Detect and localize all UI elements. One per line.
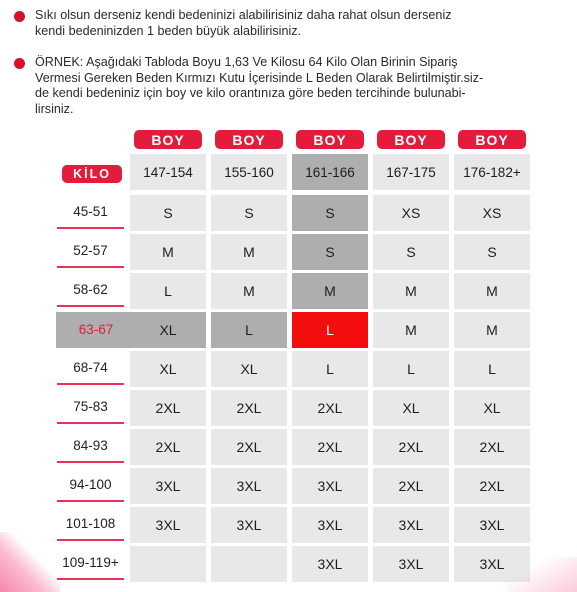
bullet-icon xyxy=(14,58,25,69)
note-2: ÖRNEK: Aşağıdaki Tabloda Boyu 1,63 Ve Ki… xyxy=(14,55,559,117)
height-range-header: 161-166 xyxy=(292,154,368,190)
size-cell: M xyxy=(130,234,206,270)
size-cell: M xyxy=(454,273,530,309)
size-cell: 3XL xyxy=(454,507,530,543)
size-cell xyxy=(211,546,287,582)
boy-label: BOY xyxy=(458,130,526,149)
height-range-header: 155-160 xyxy=(211,154,287,190)
weight-range-label: 94-100 xyxy=(57,468,124,502)
size-cell: M xyxy=(211,273,287,309)
decorative-corner-right xyxy=(507,557,577,592)
size-cell: L xyxy=(454,351,530,387)
size-cell: M xyxy=(454,312,530,348)
size-cell xyxy=(130,546,206,582)
size-cell: 2XL xyxy=(454,468,530,504)
bullet-icon xyxy=(14,11,25,22)
height-range-header: 167-175 xyxy=(373,154,449,190)
boy-label: BOY xyxy=(377,130,445,149)
size-cell: 3XL xyxy=(130,468,206,504)
decorative-corner-left xyxy=(0,532,60,592)
size-cell: 2XL xyxy=(292,390,368,426)
weight-range-label: 84-93 xyxy=(57,429,124,463)
size-cell: XL xyxy=(130,312,206,348)
size-cell: L xyxy=(292,351,368,387)
size-cell: XL xyxy=(373,390,449,426)
weight-range-label: 75-83 xyxy=(57,390,124,424)
size-cell: 2XL xyxy=(454,429,530,465)
size-cell: S xyxy=(211,195,287,231)
size-cell: 3XL xyxy=(373,507,449,543)
size-cell: 3XL xyxy=(211,468,287,504)
size-cell: 3XL xyxy=(373,546,449,582)
height-range-header: 147-154 xyxy=(130,154,206,190)
size-cell: S xyxy=(373,234,449,270)
note-1: Sıkı olsun derseniz kendi bedeninizi ala… xyxy=(14,8,559,39)
size-cell: L xyxy=(130,273,206,309)
weight-range-label: 45-51 xyxy=(57,195,124,229)
size-cell: 3XL xyxy=(292,468,368,504)
size-cell: XL xyxy=(454,390,530,426)
weight-range-label: 63-67 xyxy=(56,312,136,348)
size-cell: 3XL xyxy=(130,507,206,543)
boy-label: BOY xyxy=(296,130,364,149)
size-cell: M xyxy=(373,312,449,348)
size-cell: 2XL xyxy=(130,390,206,426)
height-range-header: 176-182+ xyxy=(454,154,530,190)
size-cell: L xyxy=(211,312,287,348)
note-2-text: ÖRNEK: Aşağıdaki Tabloda Boyu 1,63 Ve Ki… xyxy=(35,55,484,116)
weight-range-label: 52-57 xyxy=(57,234,124,268)
note-1-text: Sıkı olsun derseniz kendi bedeninizi ala… xyxy=(35,8,452,38)
size-cell: S xyxy=(292,234,368,270)
size-cell: M xyxy=(373,273,449,309)
weight-range-label: 101-108 xyxy=(57,507,124,541)
size-cell: S xyxy=(292,195,368,231)
boy-label: BOY xyxy=(134,130,202,149)
size-cell: 3XL xyxy=(211,507,287,543)
size-cell: L xyxy=(373,351,449,387)
boy-label: BOY xyxy=(215,130,283,149)
weight-range-label: 58-62 xyxy=(57,273,124,307)
size-cell: M xyxy=(211,234,287,270)
weight-range-label: 68-74 xyxy=(57,351,124,385)
size-cell: 2XL xyxy=(373,468,449,504)
size-cell: XS xyxy=(454,195,530,231)
size-cell: 2XL xyxy=(130,429,206,465)
size-cell: 3XL xyxy=(292,507,368,543)
size-cell: XL xyxy=(211,351,287,387)
size-cell: L xyxy=(292,312,368,348)
size-cell: S xyxy=(130,195,206,231)
size-cell: XL xyxy=(130,351,206,387)
size-cell: 3XL xyxy=(292,546,368,582)
size-cell: 2XL xyxy=(211,429,287,465)
size-cell: M xyxy=(292,273,368,309)
size-cell: 2XL xyxy=(373,429,449,465)
weight-range-label: 109-119+ xyxy=(57,546,124,580)
size-cell: S xyxy=(454,234,530,270)
kilo-label: KİLO xyxy=(62,165,122,183)
size-cell: XS xyxy=(373,195,449,231)
size-cell: 2XL xyxy=(211,390,287,426)
size-cell: 2XL xyxy=(292,429,368,465)
